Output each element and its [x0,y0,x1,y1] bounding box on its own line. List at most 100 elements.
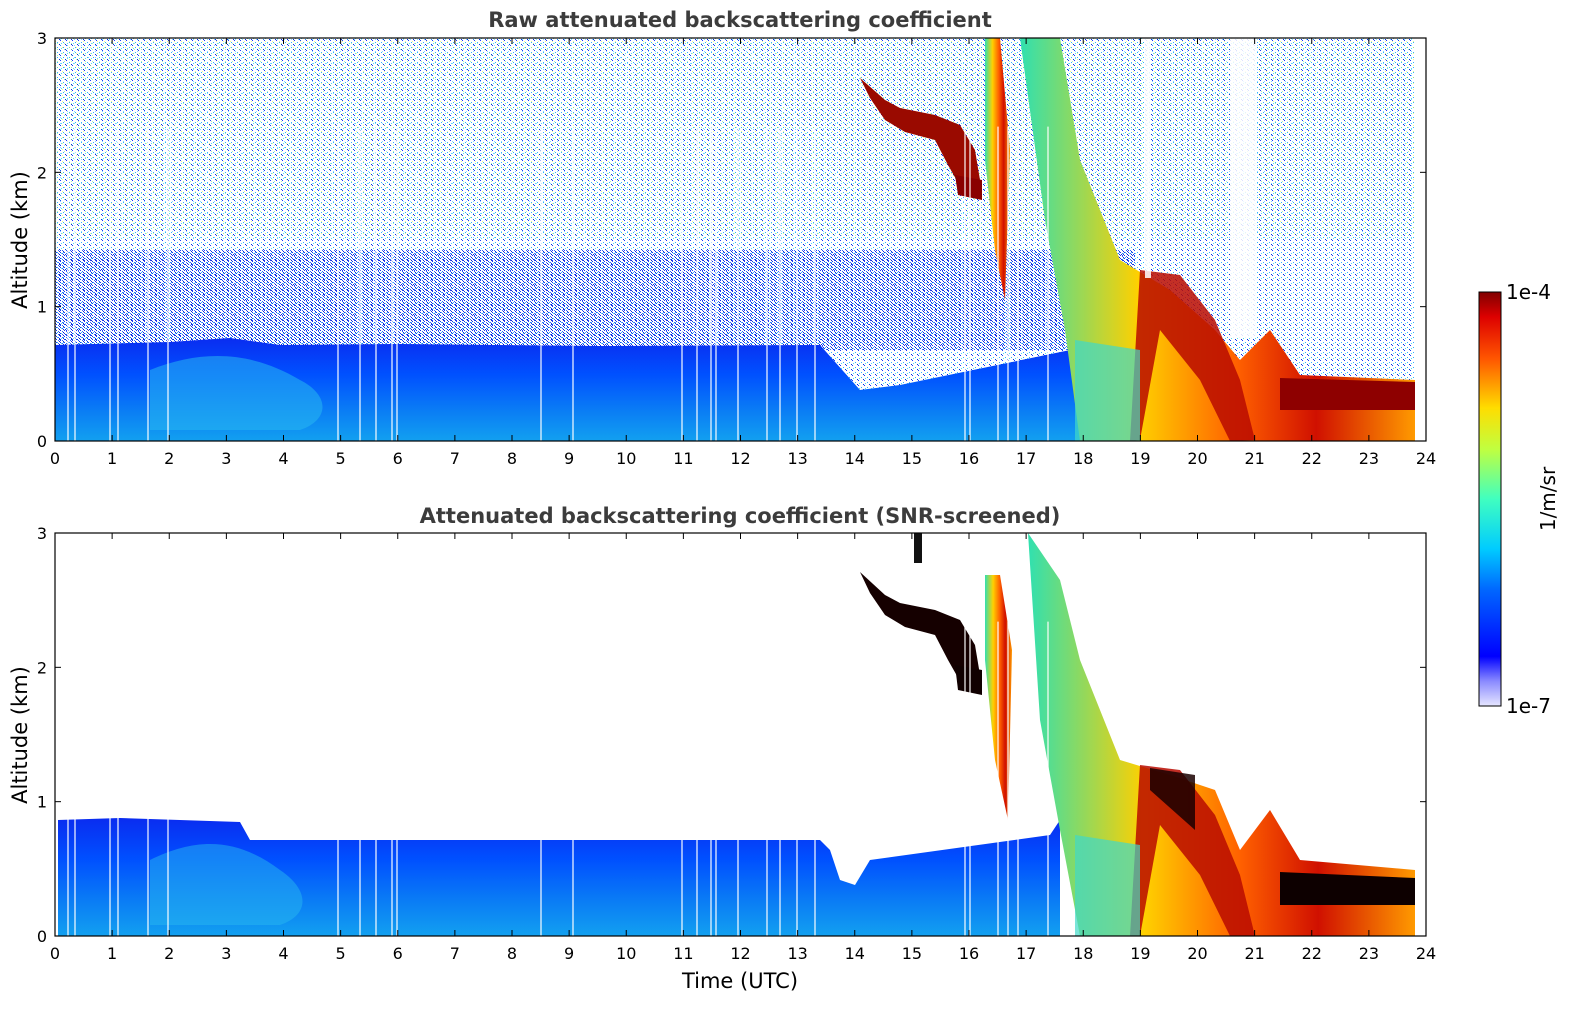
x-tick-label: 0 [50,944,60,963]
x-tick-label: 6 [393,944,403,963]
x-tick-label: 18 [1073,944,1093,963]
heatmap-area [55,533,1426,936]
x-tick-label: 11 [673,944,693,963]
heatmap-area [55,38,1426,441]
precip-core [1130,765,1255,936]
panel-title: Attenuated backscattering coefficient (S… [420,504,1061,528]
y-tick-label: 1 [37,793,47,812]
x-tick-label: 1 [107,449,117,468]
x-tick-label: 7 [450,944,460,963]
cloud-fragment [914,533,922,563]
low-cloud [1280,872,1415,905]
colorbar-gradient [1478,291,1502,707]
x-tick-label: 3 [221,449,231,468]
x-tick-label: 21 [1244,449,1264,468]
x-axis-label: Time (UTC) [681,969,798,993]
colorbar-min-label: 1e-7 [1506,694,1551,718]
panel-title: Raw attenuated backscattering coefficien… [488,8,992,32]
elevated-cloud-lower [955,665,982,695]
x-tick-label: 19 [1130,449,1150,468]
y-axis-label: Altitude (km) [8,171,32,309]
x-tick-label: 18 [1073,449,1093,468]
saturated-region [1150,768,1195,830]
x-tick-label: 9 [564,449,574,468]
vertical-gaps [67,621,1049,936]
data-gap [1230,38,1256,338]
x-tick-label: 17 [1016,449,1036,468]
x-tick-label: 16 [959,944,979,963]
mid-noise [55,250,1135,350]
x-tick-label: 23 [1359,449,1379,468]
raw-backscatter-panel: Raw attenuated backscattering coefficien… [8,8,1436,468]
x-tick-label: 6 [393,449,403,468]
precipitation-streaks [1020,38,1415,441]
elevated-cloud [860,572,980,690]
x-tick-label: 9 [564,944,574,963]
x-tick-label: 2 [164,944,174,963]
x-tick-label: 14 [845,944,865,963]
x-tick-label: 21 [1244,944,1264,963]
upper-noise [55,38,1426,238]
x-ticks: 0 1 2 3 4 5 6 7 8 9 10 11 12 13 14 15 16 17 18 19 20 21 22 23 24 [50,38,1436,468]
x-tick-label: 5 [336,449,346,468]
x-tick-label: 20 [1187,449,1207,468]
x-tick-label: 23 [1359,944,1379,963]
x-tick-label: 17 [1016,944,1036,963]
x-tick-label: 24 [1416,449,1436,468]
x-tick-label: 5 [336,944,346,963]
y-ticks: 0 1 2 3 [37,29,1426,451]
y-tick-label: 2 [37,163,47,182]
precipitation-streaks [1028,533,1415,936]
colorbar-unit-label: 1/m/sr [1536,466,1560,531]
x-tick-label: 15 [902,944,922,963]
x-tick-label: 7 [450,449,460,468]
x-tick-label: 12 [730,449,750,468]
vertical-gaps [67,126,1049,441]
x-tick-label: 11 [673,449,693,468]
streak-base [1075,340,1140,441]
x-tick-label: 19 [1130,944,1150,963]
data-gap-end [1415,533,1426,936]
screened-backscatter-panel: Attenuated backscattering coefficient (S… [8,504,1436,993]
y-tick-label: 2 [37,658,47,677]
y-tick-label: 3 [37,29,47,48]
x-tick-label: 3 [221,944,231,963]
x-tick-label: 10 [616,449,636,468]
boundary-layer-plume [150,356,323,430]
x-tick-label: 20 [1187,944,1207,963]
y-axis-label: Altitude (km) [8,666,32,804]
x-ticks: 0 1 2 3 4 5 6 7 8 9 10 11 12 13 14 15 16 17 18 19 20 21 22 23 24 [50,533,1436,963]
x-tick-label: 13 [787,449,807,468]
data-gap [1145,38,1151,278]
x-tick-label: 15 [902,449,922,468]
x-tick-label: 8 [507,449,517,468]
x-tick-label: 12 [730,944,750,963]
y-tick-label: 1 [37,298,47,317]
data-gap-end [1415,38,1426,441]
x-tick-label: 0 [50,449,60,468]
x-tick-label: 16 [959,449,979,468]
x-tick-label: 1 [107,944,117,963]
boundary-layer-plume [150,843,303,925]
low-cloud [1280,378,1415,410]
colorbar: 1e-4 1e-7 1/m/sr [1478,280,1560,718]
elevated-cloud [860,78,980,195]
boundary-layer [58,818,1060,936]
streak-base [1075,835,1140,936]
elevated-cloud-lower [955,175,982,200]
x-tick-label: 4 [278,449,288,468]
x-tick-label: 14 [845,449,865,468]
colorbar-max-label: 1e-4 [1506,280,1551,304]
precip-core [1130,270,1255,441]
x-tick-label: 4 [278,944,288,963]
y-tick-label: 0 [37,432,47,451]
x-tick-label: 10 [616,944,636,963]
x-tick-label: 22 [1302,449,1322,468]
x-tick-label: 24 [1416,944,1436,963]
x-tick-label: 8 [507,944,517,963]
x-tick-label: 22 [1302,944,1322,963]
y-tick-label: 0 [37,927,47,946]
y-ticks: 0 1 2 3 [37,524,1426,946]
y-tick-label: 3 [37,524,47,543]
